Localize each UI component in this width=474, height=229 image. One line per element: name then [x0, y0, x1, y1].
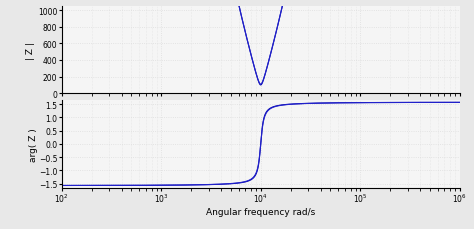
Y-axis label: arg( Z ): arg( Z ): [28, 128, 37, 161]
Y-axis label: | Z |: | Z |: [26, 41, 35, 59]
X-axis label: Angular frequency rad/s: Angular frequency rad/s: [206, 207, 315, 216]
